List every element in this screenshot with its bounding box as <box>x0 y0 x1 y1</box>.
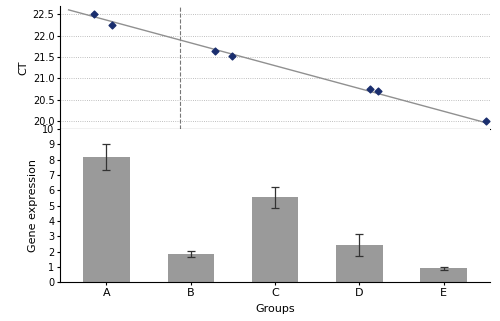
Point <box>374 88 382 93</box>
Text: Concentration: Concentration <box>246 176 320 186</box>
Bar <box>168 254 214 282</box>
Point <box>108 22 116 27</box>
X-axis label: Groups: Groups <box>255 304 295 314</box>
Bar <box>420 268 467 282</box>
Point <box>482 119 490 124</box>
Point <box>366 87 374 92</box>
Bar <box>336 245 382 282</box>
Text: CXCR4: CXCR4 <box>77 176 112 186</box>
Point <box>211 48 219 53</box>
Point <box>228 54 236 59</box>
Point <box>90 12 98 17</box>
Y-axis label: Gene expression: Gene expression <box>28 159 38 252</box>
Bar <box>252 197 298 282</box>
Y-axis label: CT: CT <box>18 61 28 75</box>
Bar <box>83 157 130 282</box>
